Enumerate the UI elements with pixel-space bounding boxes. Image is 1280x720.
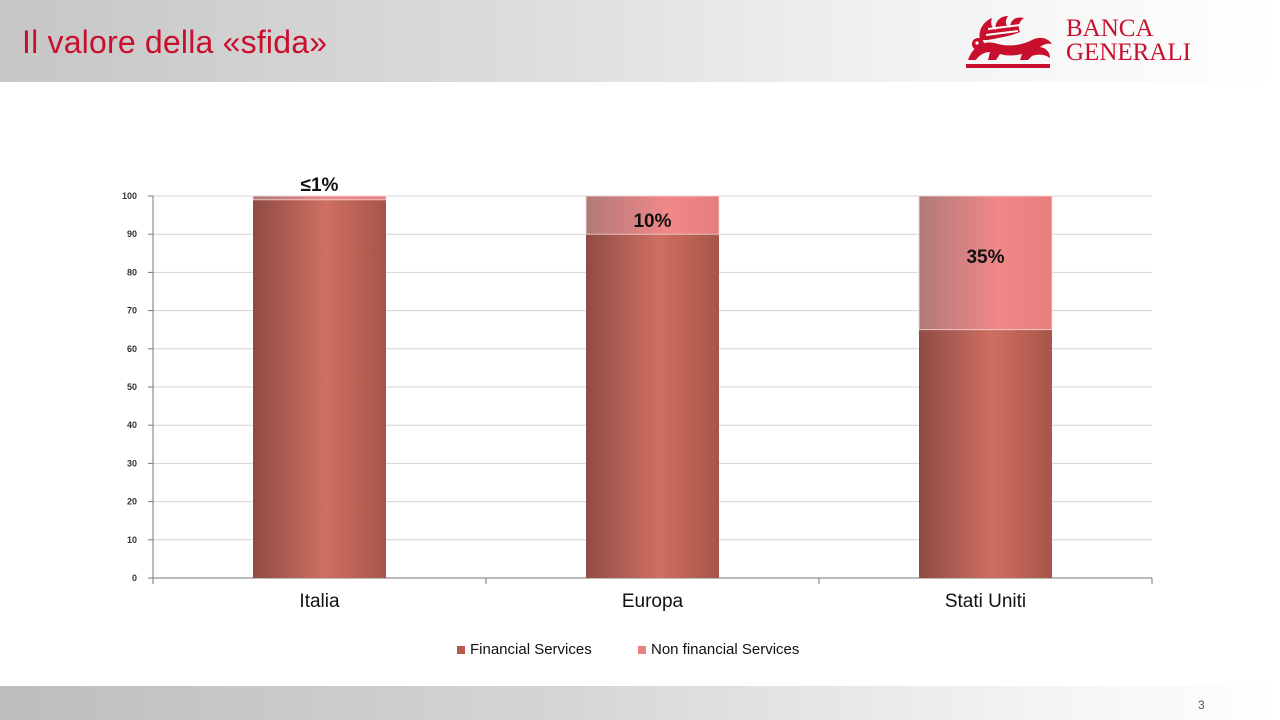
y-tick-label: 80 [127, 267, 137, 277]
y-tick-label: 0 [132, 573, 137, 583]
lion-icon [966, 16, 1052, 68]
y-tick-label: 50 [127, 382, 137, 392]
data-label: 35% [966, 247, 1004, 268]
data-label: 10% [633, 211, 671, 232]
y-tick-label: 70 [127, 306, 137, 316]
x-tick-label: Europa [622, 591, 684, 612]
x-tick-label: Stati Uniti [945, 591, 1026, 612]
y-tick-label: 40 [127, 420, 137, 430]
logo-wordmark: BANCA GENERALI [1066, 15, 1191, 66]
y-tick-label: 60 [127, 344, 137, 354]
legend-label: Non financial Services [651, 641, 799, 658]
y-tick-label: 20 [127, 497, 137, 507]
x-tick-label: Italia [299, 591, 340, 612]
logo-line-2: GENERALI [1066, 39, 1191, 66]
legend-label: Financial Services [470, 641, 592, 658]
legend-swatch [457, 646, 465, 654]
stacked-bar-chart: 0 10 20 30 40 50 60 70 80 90 100 Italia ≤1% Europa 10… [122, 175, 1153, 658]
slide-title: Il valore della «sfida» [22, 24, 328, 60]
data-labels: Italia ≤1% Europa 10% Stati Uniti 35% [299, 175, 1026, 612]
logo-line-1: BANCA [1066, 15, 1154, 42]
y-tick-label: 90 [127, 229, 137, 239]
bar-segment-financial-services [919, 329, 1052, 578]
y-tick-label: 100 [122, 191, 137, 201]
banca-generali-logo: BANCA GENERALI [958, 14, 1220, 72]
y-tick-label: 30 [127, 458, 137, 468]
slide-header: Il valore della «sfida» BANCA GENERALI [0, 0, 1280, 82]
bar-segment-non-financial-services [918, 195, 1053, 331]
legend: Financial Services Non financial Services [457, 641, 799, 658]
bars [252, 195, 1053, 578]
page-number: 3 [1198, 698, 1205, 712]
bar-segment-financial-services [253, 199, 386, 578]
data-label: ≤1% [301, 175, 339, 196]
y-tick-label: 10 [127, 535, 137, 545]
bar-segment-non-financial-services [252, 195, 387, 201]
bar-segment-financial-services [586, 234, 719, 578]
legend-swatch [638, 646, 646, 654]
bar-segment-non-financial-services [585, 195, 720, 235]
slide-footer [0, 686, 1280, 720]
